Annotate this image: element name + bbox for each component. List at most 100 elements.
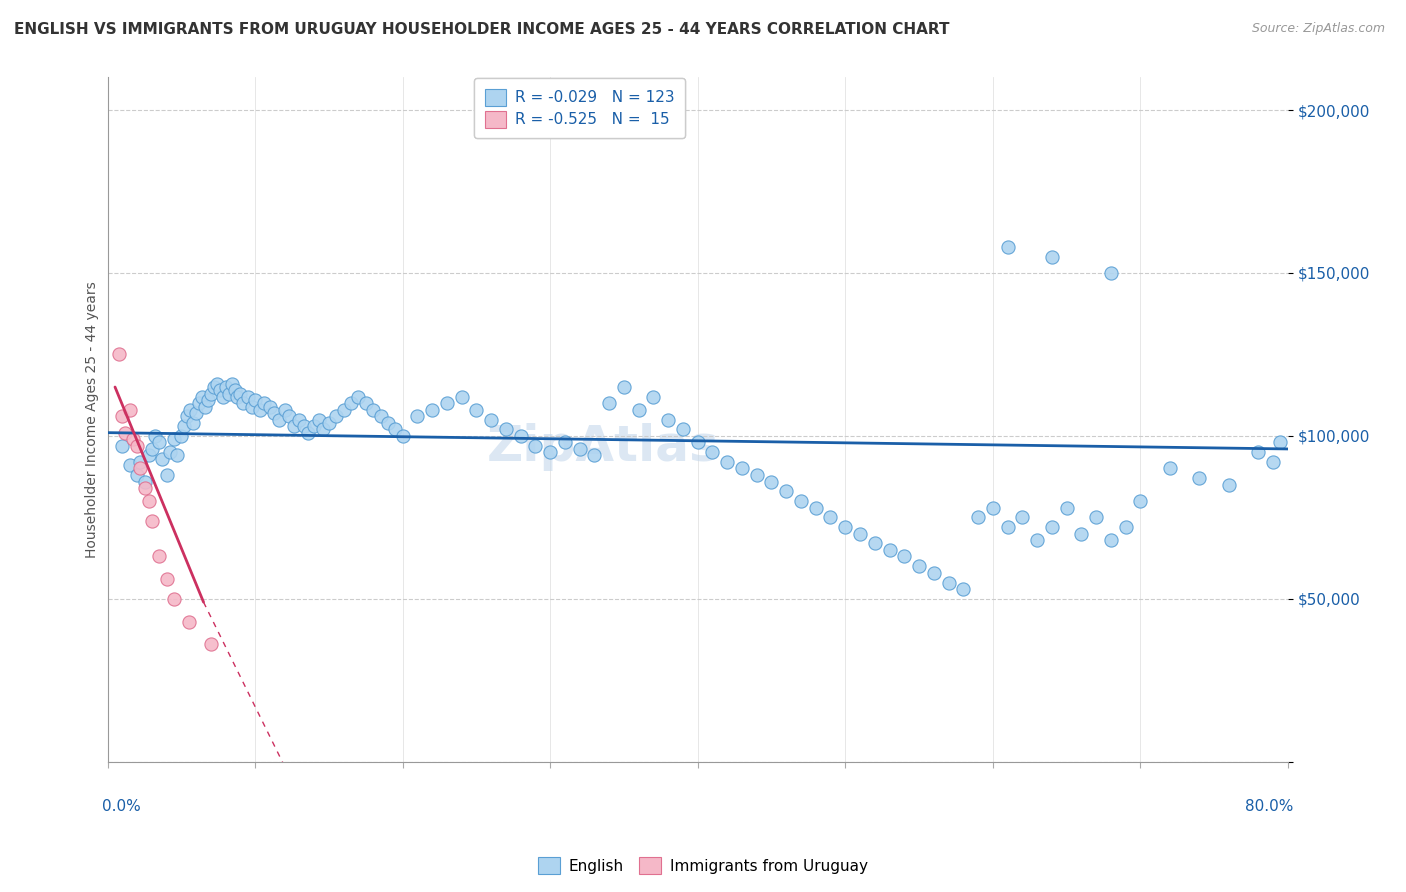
Point [159, 445, 181, 459]
Point [820, 510, 842, 524]
Point [278, 409, 301, 424]
Point [524, 439, 547, 453]
Point [156, 468, 179, 483]
Point [283, 419, 305, 434]
Point [173, 419, 195, 434]
Point [643, 390, 665, 404]
Point [1159, 461, 1181, 475]
Point [150, 451, 173, 466]
Point [302, 419, 325, 434]
Point [538, 445, 561, 459]
Point [1085, 510, 1108, 524]
Point [568, 442, 591, 456]
Point [420, 402, 443, 417]
Point [1040, 250, 1063, 264]
Point [127, 439, 149, 453]
Point [170, 429, 193, 443]
Point [138, 449, 160, 463]
Point [672, 422, 695, 436]
Point [148, 435, 170, 450]
Point [761, 475, 783, 489]
Point [312, 422, 335, 436]
Point [745, 468, 768, 483]
Point [863, 536, 886, 550]
Point [1115, 520, 1137, 534]
Point [249, 402, 271, 417]
Point [893, 549, 915, 564]
Point [202, 380, 225, 394]
Point [790, 494, 813, 508]
Point [879, 543, 901, 558]
Point [288, 412, 311, 426]
Legend: R = -0.029   N = 123, R = -0.525   N =  15: R = -0.029 N = 123, R = -0.525 N = 15 [474, 78, 686, 138]
Point [1056, 500, 1078, 515]
Point [479, 412, 502, 426]
Point [1129, 494, 1152, 508]
Point [1040, 520, 1063, 534]
Point [232, 396, 254, 410]
Point [111, 409, 134, 424]
Point [1011, 510, 1033, 524]
Text: 0.0%: 0.0% [101, 799, 141, 814]
Point [495, 422, 517, 436]
Point [148, 549, 170, 564]
Point [598, 396, 620, 410]
Point [1188, 471, 1211, 485]
Point [179, 402, 201, 417]
Point [908, 559, 931, 574]
Y-axis label: Householder Income Ages 25 - 44 years: Householder Income Ages 25 - 44 years [86, 281, 100, 558]
Point [465, 402, 488, 417]
Point [163, 591, 186, 606]
Point [186, 406, 208, 420]
Point [731, 461, 754, 475]
Point [332, 402, 354, 417]
Point [129, 455, 152, 469]
Point [214, 380, 236, 394]
Point [997, 520, 1019, 534]
Point [218, 386, 240, 401]
Point [208, 384, 231, 398]
Point [702, 445, 724, 459]
Point [509, 429, 531, 443]
Point [121, 432, 143, 446]
Point [129, 461, 152, 475]
Point [143, 429, 166, 443]
Point [325, 409, 347, 424]
Point [226, 390, 249, 404]
Point [127, 468, 149, 483]
Point [340, 396, 363, 410]
Point [118, 402, 141, 417]
Point [141, 442, 163, 456]
Text: ENGLISH VS IMMIGRANTS FROM URUGUAY HOUSEHOLDER INCOME AGES 25 - 44 YEARS CORRELA: ENGLISH VS IMMIGRANTS FROM URUGUAY HOUSE… [14, 22, 949, 37]
Point [391, 429, 413, 443]
Point [450, 390, 472, 404]
Point [177, 615, 200, 629]
Point [141, 514, 163, 528]
Point [194, 400, 217, 414]
Point [554, 435, 576, 450]
Point [613, 380, 636, 394]
Point [111, 439, 134, 453]
Point [1261, 455, 1284, 469]
Point [134, 475, 156, 489]
Point [200, 637, 222, 651]
Point [834, 520, 856, 534]
Point [1247, 445, 1270, 459]
Point [627, 402, 650, 417]
Point [370, 409, 392, 424]
Point [952, 582, 974, 596]
Point [981, 500, 1004, 515]
Point [436, 396, 458, 410]
Point [263, 406, 285, 420]
Point [267, 412, 290, 426]
Point [211, 390, 233, 404]
Point [997, 240, 1019, 254]
Point [163, 432, 186, 446]
Point [657, 412, 679, 426]
Point [938, 575, 960, 590]
Point [1218, 477, 1240, 491]
Point [318, 416, 340, 430]
Point [156, 572, 179, 586]
Point [849, 526, 872, 541]
Point [1026, 533, 1049, 548]
